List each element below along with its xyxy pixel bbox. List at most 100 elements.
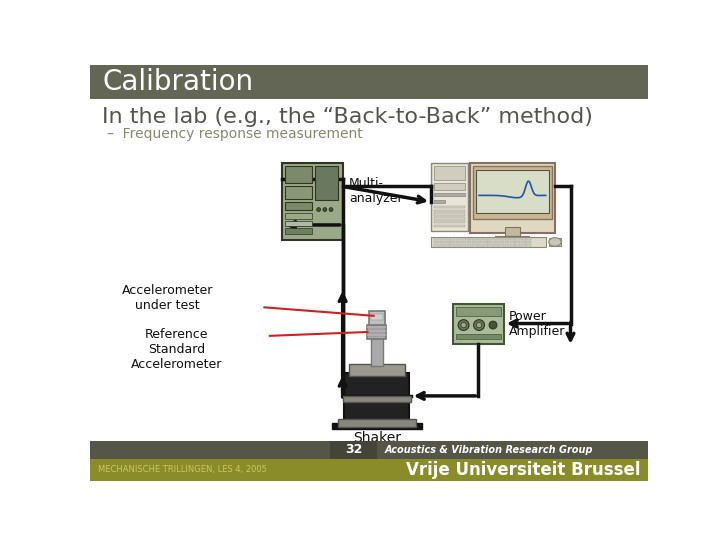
FancyBboxPatch shape [434,166,465,180]
FancyBboxPatch shape [431,164,468,231]
FancyBboxPatch shape [434,241,438,244]
FancyBboxPatch shape [495,236,529,240]
FancyBboxPatch shape [282,164,343,240]
FancyBboxPatch shape [456,241,461,244]
FancyBboxPatch shape [434,217,465,220]
FancyBboxPatch shape [521,241,526,244]
FancyBboxPatch shape [434,193,465,197]
FancyBboxPatch shape [456,238,461,240]
FancyBboxPatch shape [477,238,482,240]
Text: Calibration: Calibration [102,68,253,96]
FancyBboxPatch shape [90,441,648,459]
FancyBboxPatch shape [285,213,312,219]
FancyBboxPatch shape [332,423,422,429]
FancyBboxPatch shape [451,238,455,240]
FancyBboxPatch shape [434,210,465,212]
FancyBboxPatch shape [445,241,449,244]
FancyBboxPatch shape [434,244,438,247]
Ellipse shape [549,238,561,246]
Text: Acoustics & Vibration Research Group: Acoustics & Vibration Research Group [384,445,593,455]
FancyBboxPatch shape [90,65,648,99]
FancyBboxPatch shape [315,166,338,200]
FancyBboxPatch shape [494,238,498,240]
FancyBboxPatch shape [510,238,515,240]
FancyBboxPatch shape [338,419,415,427]
Text: –  Frequency response measurement: – Frequency response measurement [107,127,363,141]
FancyBboxPatch shape [434,225,465,227]
FancyBboxPatch shape [462,238,466,240]
FancyBboxPatch shape [462,244,466,247]
FancyBboxPatch shape [285,202,312,210]
Circle shape [329,208,333,212]
FancyBboxPatch shape [526,238,531,240]
FancyBboxPatch shape [472,238,477,240]
FancyBboxPatch shape [434,238,438,240]
FancyBboxPatch shape [451,241,455,244]
Circle shape [474,320,485,330]
FancyBboxPatch shape [516,241,520,244]
FancyBboxPatch shape [445,238,449,240]
FancyBboxPatch shape [483,244,487,247]
FancyBboxPatch shape [488,241,493,244]
FancyBboxPatch shape [476,170,549,213]
FancyBboxPatch shape [505,244,509,247]
Circle shape [489,321,497,329]
FancyBboxPatch shape [90,99,648,441]
FancyBboxPatch shape [467,244,472,247]
FancyBboxPatch shape [494,241,498,244]
FancyBboxPatch shape [488,238,493,240]
FancyBboxPatch shape [367,325,386,339]
Text: Power
Amplifier: Power Amplifier [508,309,565,338]
FancyBboxPatch shape [499,241,504,244]
Text: Vrije Universiteit Brussel: Vrije Universiteit Brussel [406,461,640,479]
FancyBboxPatch shape [456,244,461,247]
Circle shape [323,208,327,212]
FancyBboxPatch shape [371,314,383,320]
FancyBboxPatch shape [434,213,465,215]
FancyBboxPatch shape [434,206,465,208]
FancyBboxPatch shape [434,184,465,190]
FancyBboxPatch shape [521,238,526,240]
Text: Multi-
analyzer: Multi- analyzer [349,177,402,205]
Circle shape [317,208,320,212]
FancyBboxPatch shape [371,338,383,366]
FancyBboxPatch shape [367,330,386,332]
FancyBboxPatch shape [369,311,384,325]
FancyBboxPatch shape [285,228,312,234]
FancyBboxPatch shape [510,241,515,244]
FancyBboxPatch shape [285,166,312,184]
FancyBboxPatch shape [483,238,487,240]
FancyBboxPatch shape [499,244,504,247]
FancyBboxPatch shape [510,244,515,247]
FancyBboxPatch shape [349,363,405,376]
Text: 32: 32 [345,443,362,456]
FancyBboxPatch shape [439,241,444,244]
FancyBboxPatch shape [330,441,377,459]
FancyBboxPatch shape [343,396,411,402]
FancyBboxPatch shape [445,244,449,247]
Text: Accelerometer
under test: Accelerometer under test [122,284,213,312]
FancyBboxPatch shape [439,244,444,247]
FancyBboxPatch shape [344,373,409,423]
FancyBboxPatch shape [488,244,493,247]
FancyBboxPatch shape [90,459,648,481]
FancyBboxPatch shape [494,244,498,247]
FancyBboxPatch shape [549,238,561,246]
FancyBboxPatch shape [439,238,444,240]
FancyBboxPatch shape [434,200,445,202]
FancyBboxPatch shape [483,241,487,244]
FancyBboxPatch shape [505,238,509,240]
FancyBboxPatch shape [285,221,312,226]
Text: In the lab (e.g., the “Back-to-Back” method): In the lab (e.g., the “Back-to-Back” met… [102,107,593,127]
FancyBboxPatch shape [456,307,500,316]
FancyBboxPatch shape [367,334,386,336]
Circle shape [477,322,482,328]
FancyBboxPatch shape [434,221,465,224]
FancyBboxPatch shape [516,238,520,240]
FancyBboxPatch shape [467,238,472,240]
FancyBboxPatch shape [516,244,520,247]
Text: MECHANISCHE TRILLINGEN, LES 4, 2005: MECHANISCHE TRILLINGEN, LES 4, 2005 [98,465,266,474]
FancyBboxPatch shape [505,226,520,236]
FancyBboxPatch shape [477,244,482,247]
FancyBboxPatch shape [451,244,455,247]
